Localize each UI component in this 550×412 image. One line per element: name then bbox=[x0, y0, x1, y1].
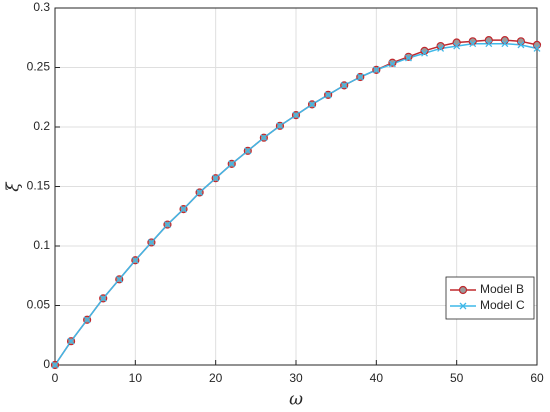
marker bbox=[436, 41, 445, 51]
marker bbox=[516, 37, 526, 46]
marker bbox=[308, 100, 316, 108]
marker bbox=[485, 40, 493, 48]
legend-box bbox=[445, 276, 535, 320]
marker bbox=[484, 36, 493, 45]
y-tick-label: 0.05 bbox=[27, 298, 51, 312]
marker bbox=[469, 40, 477, 48]
marker bbox=[99, 294, 107, 302]
marker bbox=[83, 316, 91, 324]
y-axis-title: ξ bbox=[4, 181, 24, 192]
marker bbox=[212, 174, 220, 182]
marker bbox=[452, 38, 461, 47]
marker bbox=[180, 205, 187, 213]
marker bbox=[453, 42, 461, 50]
marker bbox=[500, 36, 509, 45]
legend-label: Model C bbox=[480, 298, 525, 312]
marker bbox=[405, 54, 412, 62]
marker bbox=[292, 111, 300, 119]
marker bbox=[533, 45, 541, 52]
x-tick-label: 40 bbox=[370, 371, 384, 385]
marker bbox=[228, 160, 236, 168]
marker bbox=[51, 361, 59, 369]
legend-label: Model B bbox=[480, 282, 524, 296]
marker bbox=[196, 188, 204, 196]
marker bbox=[404, 52, 413, 61]
marker bbox=[131, 256, 139, 264]
x-tick-label: 30 bbox=[289, 371, 303, 385]
legend: Model B Model C bbox=[445, 276, 535, 320]
y-tick-label: 0.3 bbox=[33, 0, 50, 14]
marker bbox=[356, 73, 364, 81]
y-tick-label: 0.2 bbox=[33, 119, 50, 133]
marker bbox=[388, 58, 397, 67]
marker bbox=[388, 60, 396, 68]
marker bbox=[147, 238, 155, 246]
y-tick-label: 0.25 bbox=[27, 60, 51, 74]
marker bbox=[244, 147, 252, 155]
marker bbox=[276, 122, 284, 130]
x-tick-label: 20 bbox=[209, 371, 223, 385]
marker bbox=[340, 81, 348, 89]
marker bbox=[501, 40, 509, 48]
marker bbox=[260, 134, 268, 142]
marker bbox=[458, 285, 468, 295]
marker bbox=[115, 275, 123, 283]
marker bbox=[67, 337, 75, 345]
marker bbox=[468, 37, 477, 46]
y-tick-label: 0.15 bbox=[27, 179, 51, 193]
marker bbox=[517, 41, 525, 49]
marker bbox=[324, 91, 332, 99]
marker bbox=[164, 221, 171, 229]
plot-frame bbox=[54, 7, 538, 366]
marker bbox=[421, 49, 428, 57]
marker bbox=[437, 45, 445, 52]
marker bbox=[420, 46, 429, 55]
x-tick-label: 60 bbox=[530, 371, 544, 385]
marker bbox=[532, 40, 542, 49]
x-tick-label: 0 bbox=[52, 371, 59, 385]
x-tick-label: 10 bbox=[129, 371, 143, 385]
x-tick-label: 50 bbox=[450, 371, 464, 385]
y-tick-label: 0.1 bbox=[33, 238, 50, 252]
y-tick-label: 0 bbox=[43, 357, 50, 371]
x-axis-title: ω bbox=[289, 390, 303, 410]
marker bbox=[459, 302, 467, 310]
marker bbox=[372, 66, 380, 74]
